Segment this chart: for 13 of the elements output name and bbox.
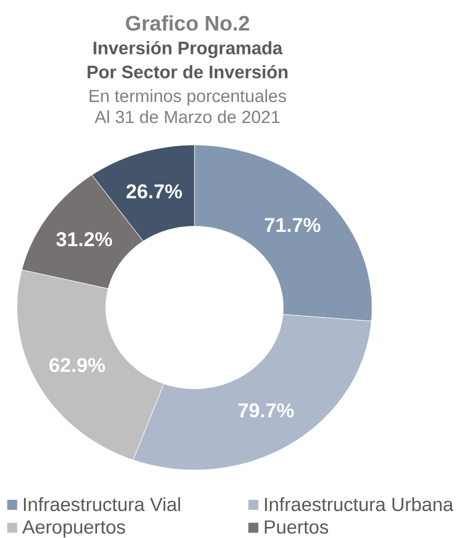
- data-label: 31.2%: [56, 232, 112, 246]
- legend-label: Infraestructura Urbana: [265, 497, 454, 512]
- text: Al 31 de Marzo de 2021: [94, 110, 280, 124]
- data-label: 71.7%: [265, 218, 320, 232]
- chart-title: Grafico No.2: [126, 15, 250, 31]
- data-label: 62.9%: [50, 358, 105, 372]
- legend-label: Puertos: [264, 520, 328, 534]
- data-label: 79.7%: [238, 403, 294, 418]
- legend-label: Infraestructura Vial: [24, 497, 180, 512]
- chart-subtitle: Inversión Programada Por Sector de Inversión: [88, 40, 288, 78]
- text: En terminos porcentuales: [90, 89, 286, 106]
- legend-label: Aeropuertos: [22, 520, 126, 538]
- data-label: 26.7%: [126, 184, 182, 198]
